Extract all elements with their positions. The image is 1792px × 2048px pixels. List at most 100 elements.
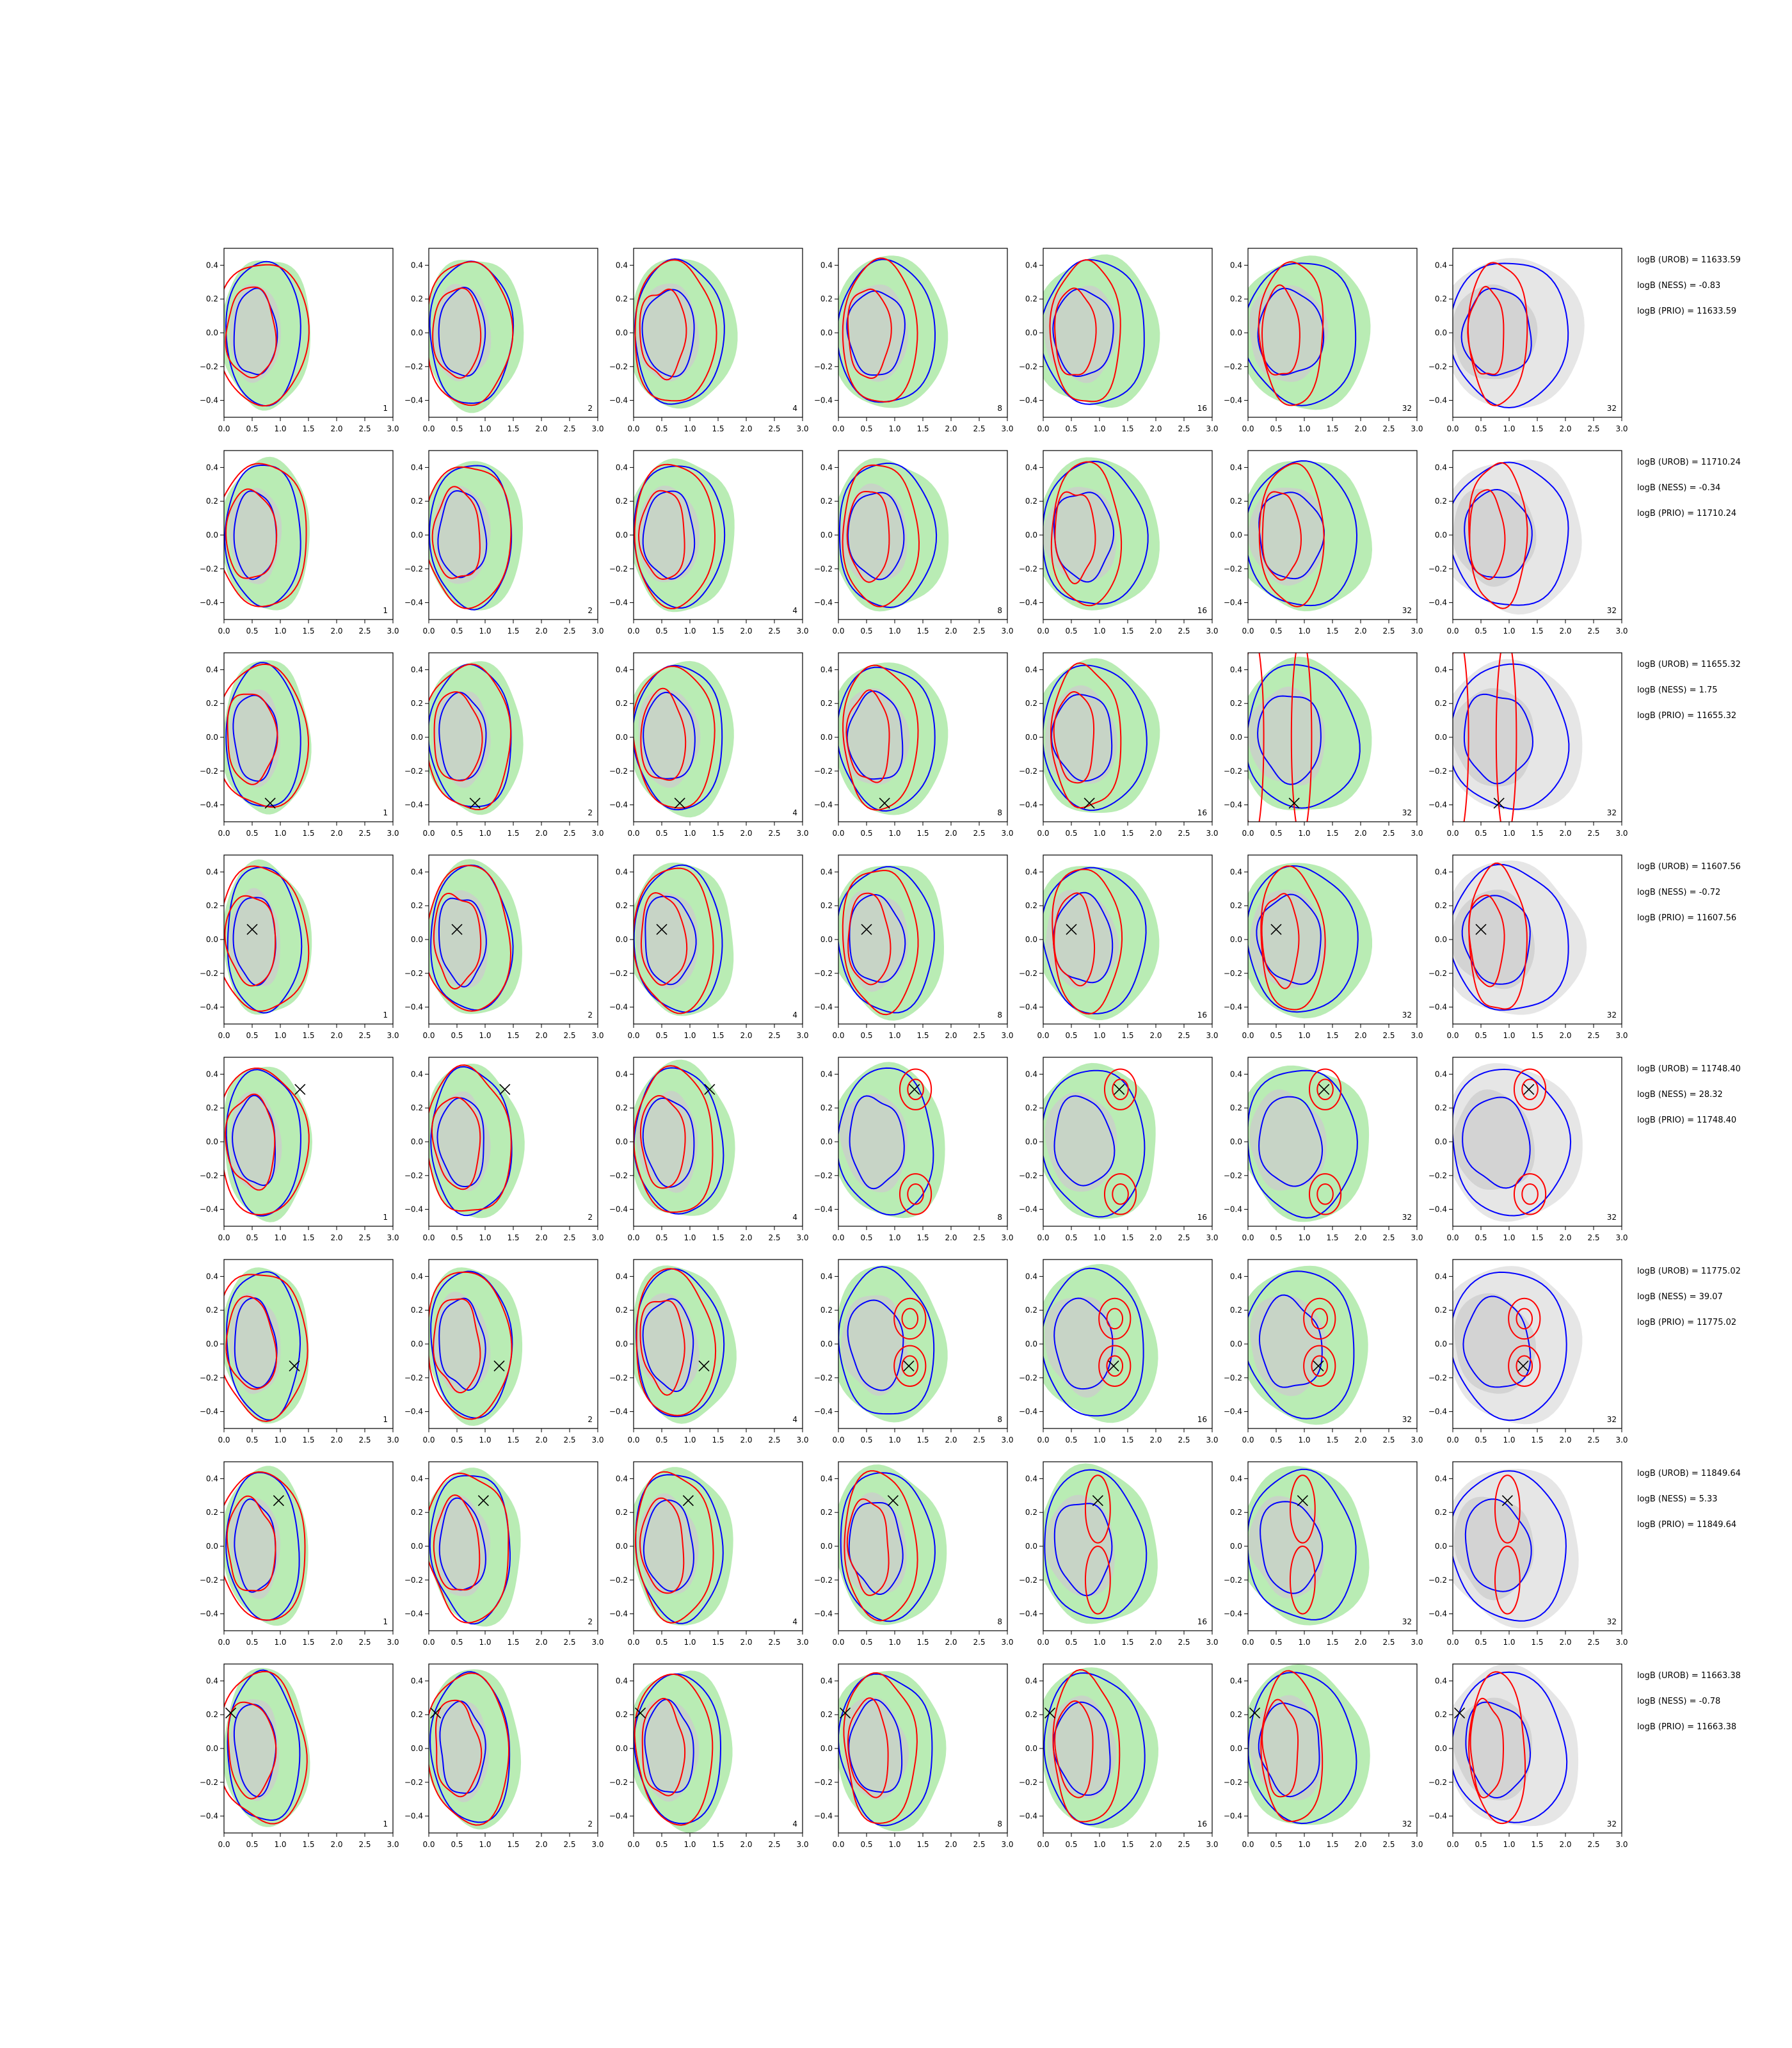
x-tick-label: 2.0	[330, 1031, 342, 1040]
x-tick-label: 3.0	[1001, 1436, 1013, 1444]
x-tick-label: 2.5	[1382, 1436, 1395, 1444]
y-tick-label: 0.0	[1025, 733, 1037, 742]
red-lobe-2	[1084, 1546, 1111, 1615]
x-tick-label: 0.0	[627, 1840, 639, 1849]
x-tick-label: 2.5	[1587, 627, 1599, 636]
inner-density-fill	[1046, 890, 1119, 989]
panel-contours	[1248, 1265, 1368, 1425]
x-tick-label: 1.0	[684, 627, 696, 636]
x-tick-label: 2.5	[358, 1436, 371, 1444]
blue-outer-contour	[1043, 259, 1145, 405]
x-tick-label: 2.5	[1382, 1840, 1395, 1849]
x-tick-label: 0.0	[1446, 424, 1459, 433]
blue-inner-contour	[234, 1498, 276, 1593]
red-outer-contour	[1258, 463, 1325, 607]
column-number-label: 32	[1607, 404, 1617, 413]
y-tick-label: −0.2	[200, 362, 218, 371]
column-number-label: 2	[588, 1617, 593, 1626]
y-tick-label: 0.4	[1435, 260, 1447, 269]
x-tick-label: 1.5	[507, 1638, 519, 1647]
y-tick-label: 0.4	[616, 1474, 628, 1483]
y-tick-label: −0.4	[200, 801, 218, 810]
x-tick-label: 2.5	[1382, 1031, 1395, 1040]
red-mode-inner-2	[1316, 1183, 1334, 1205]
panel-contours	[224, 859, 312, 1015]
x-tick-label: 0.0	[422, 424, 435, 433]
x-tick-label: 3.0	[1206, 424, 1218, 433]
y-tick-label: −0.2	[814, 1778, 833, 1787]
x-tick-label: 1.0	[274, 829, 286, 838]
blue-inner-contour	[1256, 893, 1322, 985]
y-tick-label: 0.2	[1435, 901, 1447, 910]
x-tick-label: 3.0	[1001, 1233, 1013, 1242]
y-tick-label: 0.4	[1230, 867, 1242, 876]
x-tick-label: 3.0	[1411, 1031, 1423, 1040]
x-tick-label: 1.5	[916, 829, 929, 838]
panel-r5-c3: 0.0 0.5 1.0 1.5 2.0 2.5 3.0 0.4 0.2 0.0 −0.2 −0.4 4	[609, 1057, 809, 1242]
y-tick-label: −0.2	[404, 362, 423, 371]
x-tick-label: 1.5	[1121, 1638, 1133, 1647]
x-tick-label: 2.0	[535, 1031, 547, 1040]
blue-inner-contour	[1461, 895, 1531, 985]
y-tick-label: 0.2	[411, 901, 423, 910]
y-tick-label: 0.0	[1230, 1137, 1242, 1146]
red-outer-contour	[842, 257, 918, 403]
inner-density-fill	[1453, 1089, 1535, 1190]
inner-density-fill	[1249, 890, 1327, 989]
y-tick-label: 0.4	[820, 665, 833, 674]
x-marker	[1108, 1360, 1119, 1372]
x-tick-label: 3.0	[591, 627, 604, 636]
x-tick-label: 0.0	[627, 1031, 639, 1040]
inner-density-fill	[431, 890, 488, 989]
x-tick-label: 1.0	[1503, 627, 1515, 636]
x-marker	[1318, 1084, 1330, 1095]
y-tick-label: −0.4	[404, 1205, 423, 1214]
x-tick-label: 0.5	[1475, 1031, 1487, 1040]
blue-outer-contour	[1453, 663, 1570, 810]
x-tick-label: 3.0	[591, 1031, 604, 1040]
blue-inner-contour	[438, 286, 486, 377]
y-tick-label: −0.4	[1428, 1407, 1447, 1416]
x-marker	[1475, 924, 1487, 935]
red-mode-outer-2	[1103, 1173, 1137, 1215]
y-tick-label: 0.2	[206, 1508, 218, 1517]
y-tick-label: −0.4	[200, 1610, 218, 1619]
y-tick-label: −0.4	[1428, 1610, 1447, 1619]
x-tick-label: 0.0	[1037, 627, 1049, 636]
y-tick-label: 0.2	[1025, 901, 1037, 910]
x-tick-label: 0.0	[627, 1233, 639, 1242]
y-tick-label: 0.0	[1230, 733, 1242, 742]
column-number-label: 1	[383, 1820, 388, 1828]
x-tick-label: 3.0	[1001, 1031, 1013, 1040]
x-tick-label: 1.5	[1531, 424, 1543, 433]
y-tick-label: 0.2	[206, 901, 218, 910]
red-inner-contour	[1261, 893, 1300, 989]
x-marker	[469, 797, 481, 809]
x-tick-label: 1.0	[1093, 424, 1105, 433]
red-mode-outer-1	[1098, 1297, 1132, 1340]
x-tick-label: 3.0	[1411, 1638, 1423, 1647]
x-tick-label: 0.5	[451, 424, 463, 433]
y-tick-label: −0.4	[1224, 598, 1242, 607]
x-marker	[289, 1360, 300, 1372]
y-tick-label: 0.0	[206, 1744, 218, 1753]
y-tick-label: 0.0	[206, 1542, 218, 1551]
x-tick-label: 1.5	[712, 1233, 724, 1242]
y-tick-label: −0.2	[1224, 1778, 1242, 1787]
blue-inner-contour	[642, 490, 696, 580]
y-tick-label: −0.4	[1428, 1812, 1447, 1821]
red-mode-inner-1	[1112, 1078, 1129, 1100]
column-number-label: 4	[792, 606, 797, 615]
column-number-label: 8	[997, 1213, 1002, 1222]
red-outer-contour	[429, 1064, 512, 1212]
y-tick-label: −0.2	[1019, 1576, 1037, 1585]
y-tick-label: −0.4	[1224, 396, 1242, 405]
y-tick-label: 0.0	[820, 1340, 833, 1348]
x-tick-label: 2.5	[1587, 1840, 1599, 1849]
y-tick-label: −0.4	[1224, 1812, 1242, 1821]
y-tick-label: 0.4	[1230, 1069, 1242, 1078]
panel-r3-c3: 0.0 0.5 1.0 1.5 2.0 2.5 3.0 0.4 0.2 0.0 −0.2 −0.4 4	[609, 652, 809, 838]
blue-outer-contour	[225, 662, 301, 807]
x-tick-label: 1.5	[1531, 829, 1543, 838]
blue-outer-contour	[634, 664, 723, 811]
